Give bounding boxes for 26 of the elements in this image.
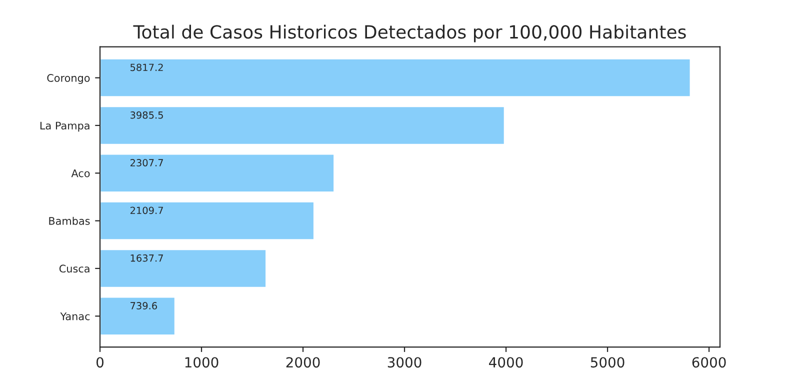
y-tick-label: Aco: [71, 169, 90, 178]
bar: [100, 106, 506, 146]
y-tick-label: Yanac: [60, 312, 90, 320]
bar: [100, 58, 692, 98]
x-tick-label: 4000: [489, 357, 523, 368]
data-label: 1637.7: [130, 254, 163, 262]
chart-title: Total de Casos Historicos Detectados por 100,000 Habitantes: [133, 24, 686, 42]
x-tick-label: 0: [96, 357, 104, 368]
data-label: 2109.7: [130, 206, 163, 214]
x-tick-label: 3000: [388, 357, 422, 368]
data-label: 3985.5: [130, 111, 163, 119]
y-tick-label: Cusca: [59, 264, 90, 273]
y-tick-label: La Pampa: [40, 122, 90, 132]
data-label: 739.6: [130, 302, 157, 310]
x-tick-label: 1000: [185, 357, 218, 368]
y-tick-label: Corongo: [47, 74, 90, 84]
bar: [100, 201, 315, 241]
x-tick-label: 6000: [692, 357, 726, 368]
x-tick-label: 5000: [590, 357, 624, 368]
bar: [100, 248, 267, 288]
data-label: 2307.7: [130, 159, 163, 166]
y-tick-label: Bambas: [49, 216, 90, 225]
x-tick-label: 2000: [286, 357, 320, 368]
bar: [100, 153, 335, 193]
data-label: 5817.2: [130, 64, 163, 72]
bar: [100, 296, 176, 336]
